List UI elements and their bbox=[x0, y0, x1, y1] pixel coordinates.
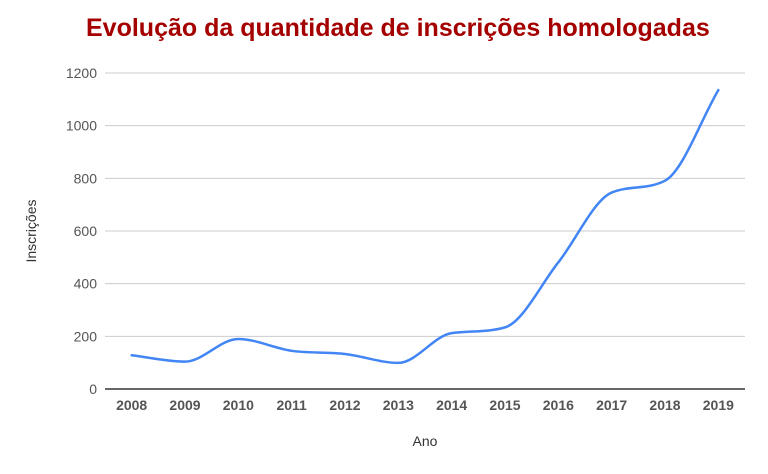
x-tick-label: 2010 bbox=[223, 397, 254, 413]
x-tick-label: 2014 bbox=[436, 397, 467, 413]
y-tick-label: 1200 bbox=[66, 65, 97, 81]
y-tick-label: 800 bbox=[74, 170, 98, 186]
y-tick-label: 200 bbox=[74, 328, 98, 344]
y-tick-label: 1000 bbox=[66, 118, 97, 134]
x-tick-label: 2019 bbox=[703, 397, 734, 413]
x-tick-label: 2017 bbox=[596, 397, 627, 413]
y-tick-label: 600 bbox=[74, 223, 98, 239]
x-tick-label: 2012 bbox=[329, 397, 360, 413]
x-tick-label: 2011 bbox=[276, 397, 307, 413]
series-line bbox=[130, 88, 720, 365]
data-point bbox=[290, 349, 294, 353]
data-point bbox=[183, 360, 187, 364]
x-tick-label: 2016 bbox=[543, 397, 574, 413]
x-axis-title: Ano bbox=[413, 433, 438, 449]
x-tick-label: 2015 bbox=[489, 397, 520, 413]
data-point bbox=[663, 179, 667, 183]
y-tick-label: 0 bbox=[89, 381, 97, 397]
x-tick-label: 2013 bbox=[383, 397, 414, 413]
gridlines bbox=[105, 72, 745, 337]
x-tick-label: 2018 bbox=[649, 397, 680, 413]
data-point bbox=[130, 353, 134, 357]
data-point bbox=[396, 361, 400, 365]
data-point bbox=[556, 260, 560, 264]
data-point bbox=[343, 352, 347, 356]
y-axis-ticks: 0 200 400 600 800 1000 1200 bbox=[66, 65, 97, 397]
y-axis-title: Inscrições bbox=[23, 199, 39, 262]
series-layer bbox=[130, 88, 720, 365]
x-tick-label: 2009 bbox=[169, 397, 200, 413]
chart-title: Evolução da quantidade de inscrições hom… bbox=[86, 14, 710, 42]
data-point bbox=[236, 337, 240, 341]
x-tick-label: 2008 bbox=[116, 397, 147, 413]
data-point bbox=[503, 325, 507, 329]
y-tick-label: 400 bbox=[74, 276, 98, 292]
x-axis-ticks: 2008 2009 2010 2011 2012 2013 2014 2015 2016 2017… bbox=[116, 397, 734, 413]
data-point bbox=[716, 88, 720, 92]
data-point bbox=[610, 191, 614, 195]
data-point bbox=[450, 331, 454, 335]
